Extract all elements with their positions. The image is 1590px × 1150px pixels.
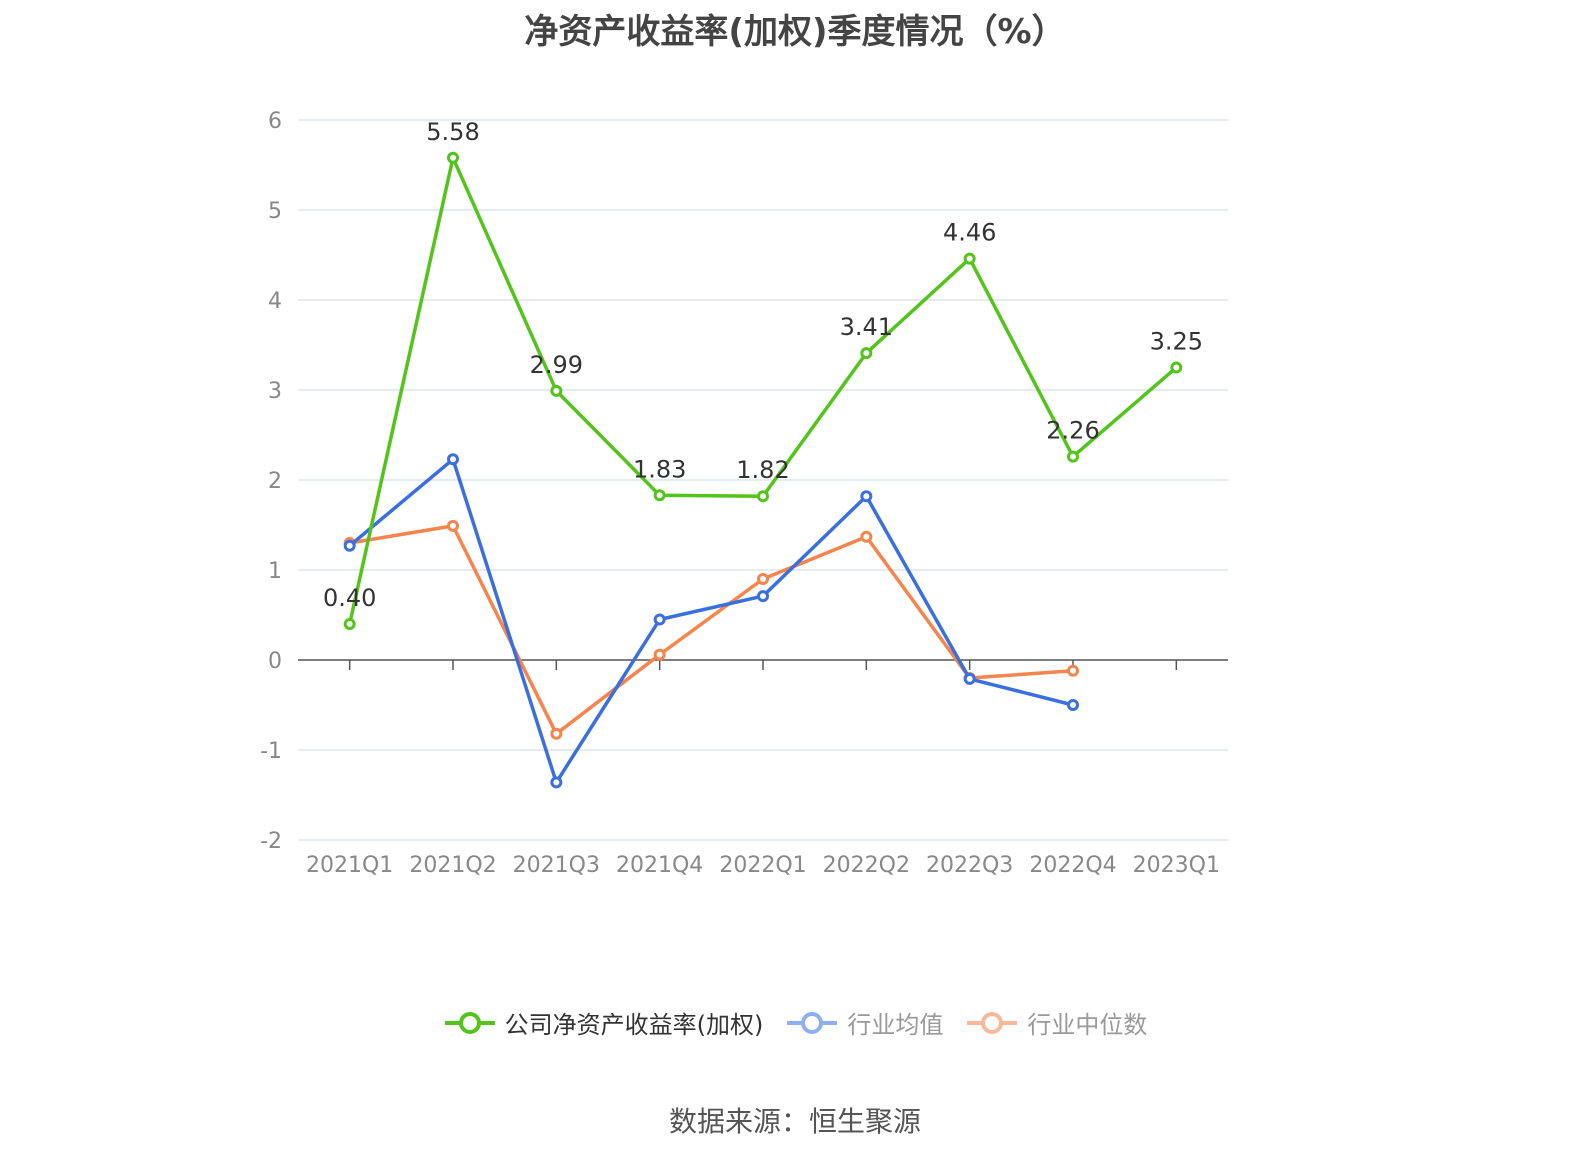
legend-item-industry-mean[interactable]: 行业均值: [785, 1005, 943, 1040]
x-tick-label: 2023Q1: [1133, 853, 1220, 878]
legend-label: 行业中位数: [1027, 1011, 1148, 1039]
y-tick-label: 2: [268, 469, 282, 494]
data-point[interactable]: [653, 489, 666, 502]
data-point[interactable]: [963, 252, 976, 265]
legend-label: 行业均值: [847, 1011, 944, 1039]
data-label: 2.26: [1046, 417, 1099, 445]
series-layer: [343, 151, 1183, 789]
data-point[interactable]: [653, 613, 666, 626]
legend: 公司净资产收益率(加权) 行业均值 行业中位数: [0, 1005, 1590, 1040]
series-line: [349, 524, 1074, 736]
legend-item-company[interactable]: 公司净资产收益率(加权): [443, 1005, 764, 1040]
x-tick-label: 2022Q1: [719, 853, 806, 878]
legend-item-industry-median[interactable]: 行业中位数: [965, 1005, 1147, 1040]
data-label: 3.41: [840, 313, 893, 341]
data-point[interactable]: [550, 384, 563, 397]
data-point[interactable]: [963, 672, 976, 685]
y-tick-label: 5: [268, 199, 282, 224]
data-label: 2.99: [530, 351, 583, 379]
legend-label: 公司净资产收益率(加权): [504, 1011, 764, 1039]
grid-lines: [298, 119, 1228, 841]
data-labels: 0.40 5.58 2.99 1.83 1.82 3.41 4.46 2.26 3.25: [323, 118, 1203, 612]
data-point[interactable]: [447, 151, 459, 164]
data-point[interactable]: [447, 519, 459, 532]
y-tick-label: 6: [268, 109, 282, 134]
data-point[interactable]: [550, 727, 563, 740]
x-tick-label: 2021Q2: [409, 853, 496, 878]
data-point[interactable]: [343, 618, 356, 630]
y-tick-label: 0: [268, 649, 282, 674]
x-tick-label: 2021Q3: [513, 853, 600, 878]
data-point[interactable]: [1067, 450, 1079, 463]
data-point[interactable]: [1170, 361, 1183, 374]
x-tick-label: 2022Q2: [823, 853, 910, 878]
y-tick-label: 3: [268, 379, 282, 404]
legend-swatch-icon: [444, 1011, 495, 1034]
line-chart: -2 -1 0 1 2 3 4 5 6 2021Q1 2021Q2 2021Q3 2021Q4 2022…: [260, 109, 1228, 878]
data-point[interactable]: [1067, 699, 1079, 711]
data-point[interactable]: [550, 776, 563, 789]
series-line: [347, 156, 1178, 625]
data-point[interactable]: [653, 648, 666, 661]
data-label: 4.46: [943, 219, 996, 247]
y-axis-ticks: -2 -1 0 1 2 3 4 5 6: [260, 109, 282, 854]
data-point[interactable]: [447, 453, 459, 466]
x-axis: 2021Q1 2021Q2 2021Q3 2021Q4 2022Q1 2022Q2 2022…: [298, 659, 1228, 878]
y-tick-label: 4: [268, 289, 282, 314]
y-tick-label: 1: [268, 559, 282, 584]
legend-swatch-icon: [967, 1011, 1018, 1034]
data-point[interactable]: [860, 347, 873, 360]
x-tick-label: 2022Q4: [1029, 853, 1116, 878]
x-tick-label: 2022Q3: [926, 853, 1013, 878]
chart-title: 净资产收益率(加权)季度情况（%）: [524, 12, 1066, 52]
data-label: 0.40: [323, 584, 376, 612]
data-point[interactable]: [1067, 664, 1079, 677]
data-point[interactable]: [757, 590, 769, 603]
data-label: 5.58: [426, 118, 479, 146]
series-line: [348, 457, 1074, 785]
data-label: 1.82: [736, 456, 789, 484]
data-label: 1.83: [633, 455, 686, 483]
data-point[interactable]: [757, 490, 769, 503]
data-source: 数据来源：恒生聚源: [668, 1105, 921, 1138]
data-point[interactable]: [343, 539, 356, 552]
data-label: 3.25: [1150, 328, 1203, 356]
x-tick-label: 2021Q1: [306, 853, 393, 878]
x-tick-label: 2021Q4: [616, 853, 703, 878]
data-point[interactable]: [860, 530, 873, 543]
y-tick-label: -1: [260, 739, 282, 764]
data-point[interactable]: [860, 490, 873, 503]
legend-swatch-icon: [787, 1011, 838, 1034]
data-point[interactable]: [757, 573, 769, 585]
y-tick-label: -2: [260, 829, 282, 854]
